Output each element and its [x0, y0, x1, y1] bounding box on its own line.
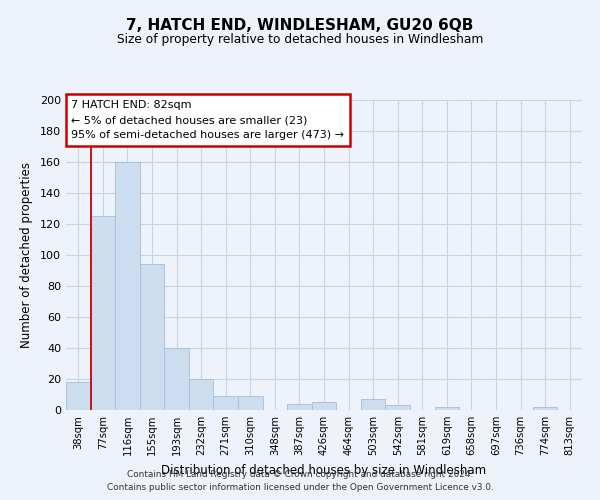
Bar [214, 396, 238, 410]
Bar [238, 396, 263, 410]
Bar [66, 382, 91, 410]
Bar [189, 379, 214, 410]
X-axis label: Distribution of detached houses by size in Windlesham: Distribution of detached houses by size … [161, 464, 487, 476]
Text: Contains HM Land Registry data © Crown copyright and database right 2024.
Contai: Contains HM Land Registry data © Crown c… [107, 470, 493, 492]
Text: Size of property relative to detached houses in Windlesham: Size of property relative to detached ho… [117, 32, 483, 46]
Bar [385, 406, 410, 410]
Bar [533, 407, 557, 410]
Text: 7, HATCH END, WINDLESHAM, GU20 6QB: 7, HATCH END, WINDLESHAM, GU20 6QB [127, 18, 473, 32]
Bar [91, 216, 115, 410]
Bar [361, 399, 385, 410]
Bar [312, 402, 336, 410]
Bar [164, 348, 189, 410]
Bar [140, 264, 164, 410]
Text: 7 HATCH END: 82sqm
← 5% of detached houses are smaller (23)
95% of semi-detached: 7 HATCH END: 82sqm ← 5% of detached hous… [71, 100, 344, 140]
Y-axis label: Number of detached properties: Number of detached properties [20, 162, 33, 348]
Bar [115, 162, 140, 410]
Bar [287, 404, 312, 410]
Bar [434, 407, 459, 410]
